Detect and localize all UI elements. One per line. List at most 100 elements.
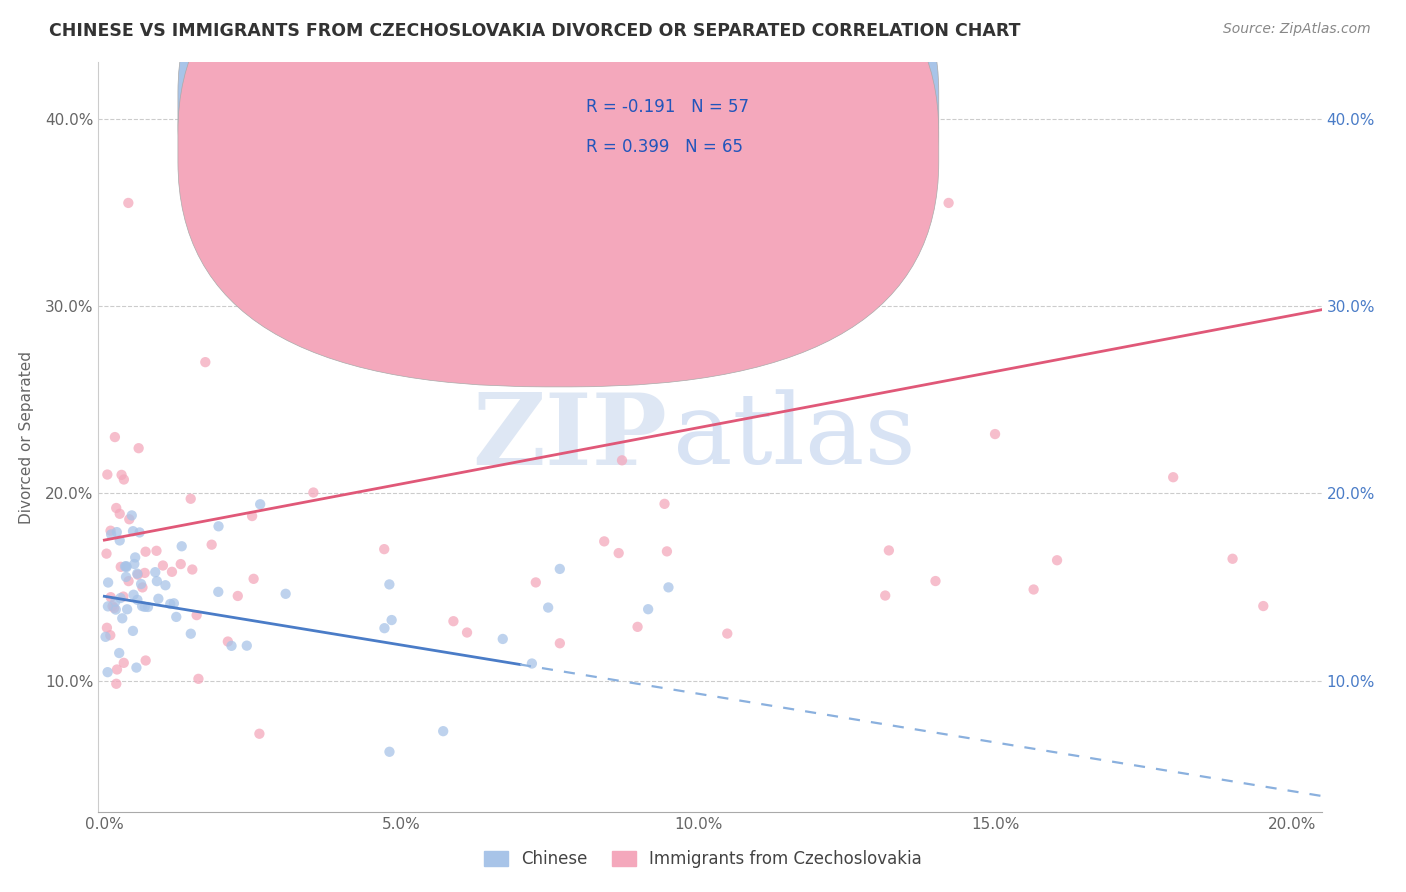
Point — [456, 625, 478, 640]
Point — [114, 559, 136, 574]
Point — [207, 585, 229, 599]
Point — [180, 491, 202, 506]
Point — [226, 589, 249, 603]
Point — [100, 590, 122, 604]
Point — [877, 543, 900, 558]
Point — [145, 543, 167, 558]
Point — [104, 430, 127, 444]
Point — [610, 453, 633, 467]
Point — [97, 575, 120, 590]
Point — [96, 547, 118, 561]
Point — [378, 577, 401, 591]
Point — [135, 545, 157, 559]
Point — [548, 636, 571, 650]
Point — [187, 672, 209, 686]
Point — [247, 727, 270, 741]
Point — [117, 574, 139, 588]
Point — [1222, 551, 1244, 566]
Point — [128, 525, 150, 540]
FancyBboxPatch shape — [533, 78, 796, 178]
Point — [115, 559, 138, 574]
Point — [520, 657, 543, 671]
Point — [657, 580, 679, 594]
Point — [240, 509, 263, 524]
Point — [134, 566, 156, 580]
Point — [104, 602, 127, 616]
Point — [129, 577, 152, 591]
Point — [165, 610, 187, 624]
Point — [105, 677, 128, 691]
Point — [274, 587, 297, 601]
Point — [100, 524, 122, 538]
Point — [302, 485, 325, 500]
Point — [122, 624, 145, 638]
Point — [108, 533, 131, 548]
Point — [249, 497, 271, 511]
Point — [127, 566, 149, 581]
Point — [127, 567, 149, 582]
Y-axis label: Divorced or Separated: Divorced or Separated — [18, 351, 34, 524]
Point — [122, 524, 145, 539]
Point — [170, 557, 193, 571]
Point — [118, 512, 141, 526]
Point — [236, 639, 259, 653]
Point — [875, 589, 897, 603]
Point — [373, 542, 395, 557]
Point — [1046, 553, 1069, 567]
Point — [100, 527, 122, 541]
Point — [186, 608, 208, 623]
Point — [101, 599, 124, 614]
Point — [155, 578, 177, 592]
Point — [98, 628, 121, 642]
Point — [152, 558, 174, 573]
Point — [121, 508, 143, 523]
Point — [378, 745, 401, 759]
Point — [159, 597, 181, 611]
Point — [131, 599, 153, 613]
Point — [1253, 599, 1275, 613]
Point — [492, 632, 515, 646]
Point — [110, 559, 132, 574]
Point — [201, 538, 224, 552]
Point — [135, 653, 157, 667]
Text: R = -0.191   N = 57: R = -0.191 N = 57 — [586, 98, 749, 116]
Point — [136, 599, 159, 614]
Text: Source: ZipAtlas.com: Source: ZipAtlas.com — [1223, 22, 1371, 37]
Point — [221, 639, 243, 653]
Point — [984, 427, 1007, 442]
Point — [112, 590, 135, 604]
Point — [655, 544, 678, 558]
Point — [607, 546, 630, 560]
Point — [112, 473, 135, 487]
Legend: Chinese, Immigrants from Czechoslovakia: Chinese, Immigrants from Czechoslovakia — [478, 844, 928, 875]
Point — [110, 467, 132, 482]
Point — [548, 562, 571, 576]
Point — [94, 630, 117, 644]
Point — [96, 467, 118, 482]
Point — [432, 724, 454, 739]
Text: R = 0.399   N = 65: R = 0.399 N = 65 — [586, 138, 744, 156]
Point — [115, 560, 138, 574]
Point — [134, 599, 156, 614]
Point — [115, 570, 138, 584]
Point — [180, 626, 202, 640]
Point — [181, 562, 204, 576]
Point — [122, 588, 145, 602]
Point — [373, 621, 395, 635]
Text: CHINESE VS IMMIGRANTS FROM CZECHOSLOVAKIA DIVORCED OR SEPARATED CORRELATION CHAR: CHINESE VS IMMIGRANTS FROM CZECHOSLOVAKI… — [49, 22, 1021, 40]
Point — [1161, 470, 1184, 484]
Point — [97, 599, 120, 614]
Point — [637, 602, 659, 616]
Point — [938, 195, 960, 210]
Point — [148, 591, 170, 606]
Point — [128, 441, 150, 455]
Point — [593, 534, 616, 549]
Point — [105, 525, 128, 540]
Point — [170, 539, 193, 553]
Point — [124, 557, 146, 571]
Text: ZIP: ZIP — [472, 389, 668, 485]
Point — [242, 572, 264, 586]
Point — [111, 611, 134, 625]
Point — [207, 519, 229, 533]
Point — [1022, 582, 1045, 597]
